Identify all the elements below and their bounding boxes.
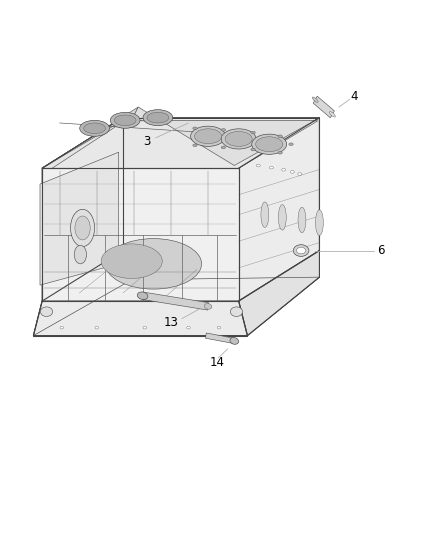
Ellipse shape <box>261 202 269 228</box>
Ellipse shape <box>290 171 294 173</box>
Text: 3: 3 <box>143 135 151 148</box>
Ellipse shape <box>187 326 190 329</box>
Polygon shape <box>205 333 235 344</box>
Ellipse shape <box>297 247 306 254</box>
Ellipse shape <box>147 112 169 123</box>
Ellipse shape <box>191 126 226 147</box>
Ellipse shape <box>101 244 162 278</box>
Polygon shape <box>42 118 319 168</box>
Ellipse shape <box>193 127 197 130</box>
Ellipse shape <box>279 205 286 230</box>
Ellipse shape <box>251 131 255 134</box>
Polygon shape <box>239 118 319 301</box>
Ellipse shape <box>298 173 302 175</box>
Ellipse shape <box>80 120 110 136</box>
Text: 14: 14 <box>209 356 224 369</box>
Polygon shape <box>42 168 239 301</box>
Ellipse shape <box>256 164 260 167</box>
Ellipse shape <box>143 110 173 126</box>
Polygon shape <box>42 118 123 301</box>
Ellipse shape <box>329 111 336 117</box>
Ellipse shape <box>289 143 293 146</box>
Ellipse shape <box>221 128 226 131</box>
Ellipse shape <box>84 123 106 134</box>
Ellipse shape <box>278 135 283 138</box>
Ellipse shape <box>278 151 283 154</box>
Ellipse shape <box>282 168 286 171</box>
Polygon shape <box>33 301 247 336</box>
Polygon shape <box>313 96 334 118</box>
Ellipse shape <box>251 148 255 151</box>
Ellipse shape <box>74 245 86 264</box>
Text: 4: 4 <box>350 90 358 103</box>
Polygon shape <box>132 107 315 165</box>
Ellipse shape <box>110 112 140 128</box>
Ellipse shape <box>71 209 95 247</box>
Text: 13: 13 <box>163 316 178 329</box>
Polygon shape <box>33 251 132 336</box>
Ellipse shape <box>230 337 239 344</box>
Ellipse shape <box>252 134 287 155</box>
Text: 6: 6 <box>377 244 384 257</box>
Ellipse shape <box>114 115 136 126</box>
Ellipse shape <box>298 207 306 233</box>
Ellipse shape <box>194 129 222 144</box>
Ellipse shape <box>137 292 148 300</box>
Ellipse shape <box>75 216 90 240</box>
Ellipse shape <box>256 137 283 152</box>
Ellipse shape <box>230 307 243 317</box>
Polygon shape <box>142 292 208 310</box>
Ellipse shape <box>269 166 273 169</box>
Polygon shape <box>239 251 319 336</box>
Ellipse shape <box>293 245 309 256</box>
Polygon shape <box>46 107 138 165</box>
Polygon shape <box>47 121 318 171</box>
Ellipse shape <box>193 144 197 147</box>
Ellipse shape <box>312 97 318 102</box>
Ellipse shape <box>217 326 221 329</box>
Polygon shape <box>33 277 319 336</box>
Polygon shape <box>40 152 119 285</box>
Ellipse shape <box>221 146 226 149</box>
Ellipse shape <box>95 326 99 329</box>
Ellipse shape <box>60 326 64 329</box>
Ellipse shape <box>106 239 201 289</box>
Ellipse shape <box>143 326 147 329</box>
Ellipse shape <box>204 303 212 309</box>
Ellipse shape <box>315 210 323 236</box>
Ellipse shape <box>225 132 252 147</box>
Ellipse shape <box>221 129 256 149</box>
Ellipse shape <box>40 307 53 317</box>
